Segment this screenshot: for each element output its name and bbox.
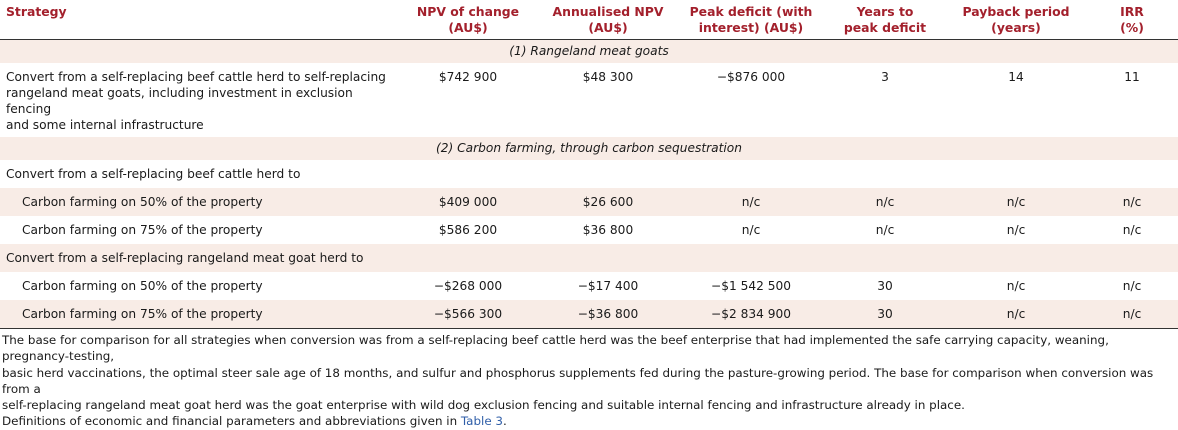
cell-payback: n/c (946, 300, 1086, 328)
cell-npv: −$268 000 (433, 279, 503, 293)
cell-annualised: −$17 400 (577, 279, 639, 293)
group-label-row: Convert from a self-replacing beef cattl… (0, 160, 1178, 188)
header-annualised-npv: Annualised NPV (AU$) (538, 0, 678, 40)
base-comparison-note: The base for comparison for all strategi… (2, 333, 1154, 413)
strategy-cell: Carbon farming on 75% of the property (22, 223, 263, 237)
header-irr: IRR (%) (1086, 0, 1178, 40)
cell-years: n/c (824, 188, 946, 216)
section-title: (1) Rangeland meat goats (0, 39, 1178, 63)
cell-annualised: $26 600 (538, 188, 678, 216)
cell-years: 30 (877, 279, 893, 293)
table-row: Carbon farming on 75% of the property −$… (0, 300, 1178, 328)
table-row: Convert from a self-replacing beef cattl… (0, 63, 1178, 137)
cell-payback: n/c (1006, 223, 1026, 237)
cell-payback: n/c (1006, 279, 1026, 293)
cell-npv: $742 900 (438, 70, 498, 84)
strategy-cell: Carbon farming on 75% of the property (0, 300, 398, 328)
group-label: Convert from a self-replacing rangeland … (0, 244, 1178, 272)
header-strategy: Strategy (0, 0, 398, 40)
group-label: Convert from a self-replacing beef cattl… (6, 167, 301, 181)
strategy-cell: Convert from a self-replacing beef cattl… (6, 70, 386, 132)
cell-irr: n/c (1086, 188, 1178, 216)
cell-peak-deficit: n/c (741, 223, 761, 237)
cell-peak-deficit: n/c (678, 188, 824, 216)
cell-peak-deficit: −$2 834 900 (678, 300, 824, 328)
definitions-note: Definitions of economic and financial pa… (2, 414, 507, 429)
group-label-row: Convert from a self-replacing rangeland … (0, 244, 1178, 272)
cell-years: n/c (875, 223, 895, 237)
strategy-cell: Carbon farming on 50% of the property (22, 279, 263, 293)
header-row: Strategy NPV of change (AU$) Annualised N… (0, 0, 1178, 40)
section-row-1: (1) Rangeland meat goats (0, 39, 1178, 63)
table-row: Carbon farming on 50% of the property −$… (0, 272, 1178, 300)
cell-payback: n/c (946, 188, 1086, 216)
cell-irr: 11 (1124, 70, 1140, 84)
cell-npv: $586 200 (438, 223, 498, 237)
table-bottom-rule (0, 328, 1178, 329)
section-row-2: (2) Carbon farming, through carbon seque… (0, 137, 1178, 160)
cell-npv: $409 000 (398, 188, 538, 216)
cell-annualised: $48 300 (582, 70, 634, 84)
table-row: Carbon farming on 75% of the property $5… (0, 216, 1178, 244)
cell-irr: n/c (1122, 279, 1142, 293)
cell-annualised: −$36 800 (538, 300, 678, 328)
cell-peak-deficit: −$1 542 500 (711, 279, 791, 293)
cell-npv: −$566 300 (398, 300, 538, 328)
section-title: (2) Carbon farming, through carbon seque… (0, 137, 1178, 160)
header-npv-change: NPV of change (AU$) (398, 0, 538, 40)
cell-irr: n/c (1122, 223, 1142, 237)
table-3-link[interactable]: Table 3 (460, 414, 503, 429)
strategy-cell: Carbon farming on 50% of the property (0, 188, 398, 216)
cell-annualised: $36 800 (582, 223, 634, 237)
header-payback: Payback period (years) (946, 0, 1086, 40)
cell-irr: n/c (1086, 300, 1178, 328)
header-years-peak: Years to peak deficit (824, 0, 946, 40)
cell-years: 30 (824, 300, 946, 328)
header-peak-deficit: Peak deficit (with interest) (AU$) (678, 0, 824, 40)
cell-years: 3 (881, 70, 889, 84)
cell-payback: 14 (1008, 70, 1024, 84)
cell-peak-deficit: −$876 000 (716, 70, 786, 84)
results-table: Strategy NPV of change (AU$) Annualised N… (0, 0, 1178, 328)
table-notes: The base for comparison for all strategi… (0, 329, 1178, 430)
table-row: Carbon farming on 50% of the property $4… (0, 188, 1178, 216)
